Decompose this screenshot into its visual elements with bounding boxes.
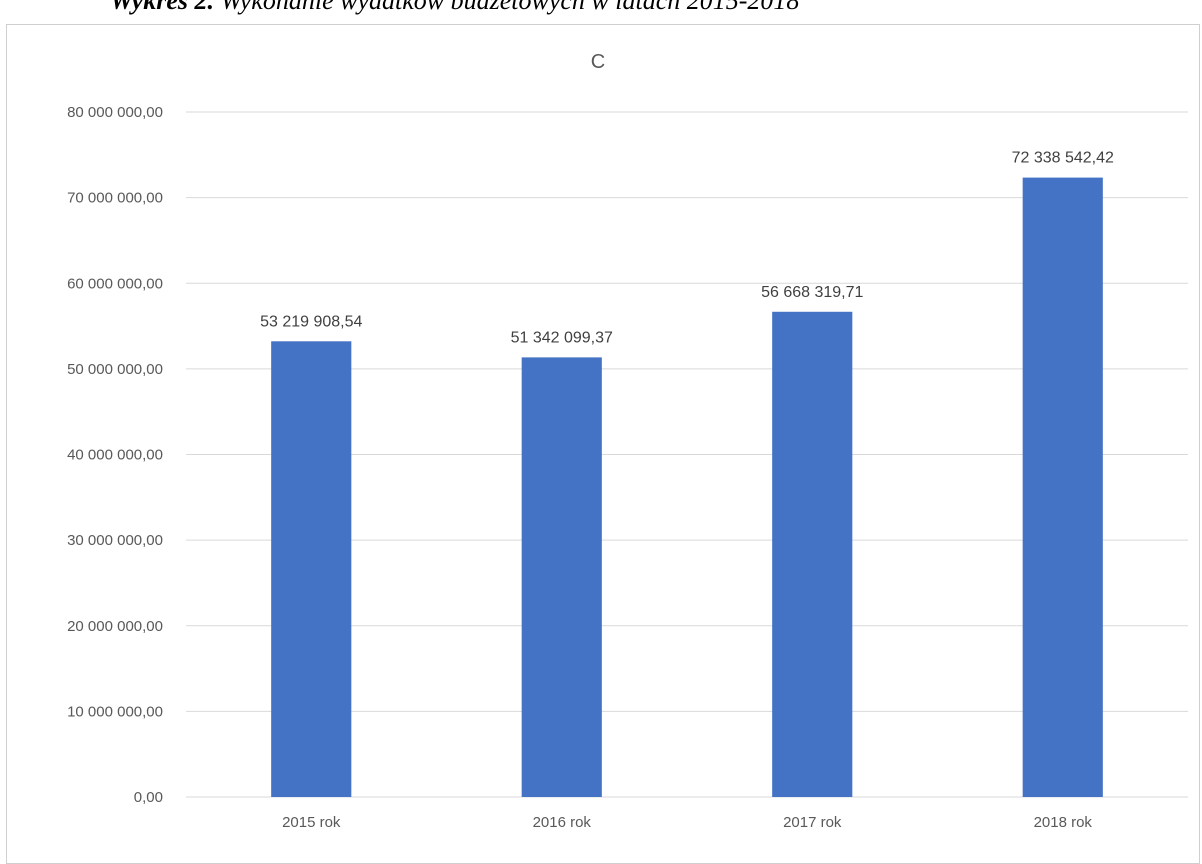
bar (271, 341, 352, 797)
y-tick-label: 30 000 000,00 (67, 532, 163, 549)
x-tick-label: 2017 rok (783, 814, 842, 831)
bars (271, 177, 1103, 798)
x-tick-label: 2018 rok (1034, 814, 1093, 831)
x-tick-label: 2016 rok (533, 814, 592, 831)
chart-frame (6, 24, 1200, 864)
x-tick-label: 2015 rok (282, 814, 341, 831)
y-tick-label: 40 000 000,00 (67, 447, 163, 464)
figure-caption-number: Wykres 2. (110, 0, 214, 15)
data-labels: 53 219 908,54 51 342 099,37 56 668 319,71 7… (260, 150, 1114, 347)
y-tick-label: 70 000 000,00 (67, 190, 163, 207)
bar (772, 311, 853, 797)
figure-caption: Wykres 2. Wykonanie wydatków budżetowych… (110, 0, 1110, 16)
y-tick-label: 10 000 000,00 (67, 703, 163, 720)
y-axis-tick-labels: 0,00 10 000 000,00 20 000 000,00 30 000 000… (67, 104, 163, 806)
x-axis-tick-labels: 2015 rok 2016 rok 2017 rok 2018 rok (282, 814, 1092, 831)
data-label: 53 219 908,54 (260, 313, 362, 330)
gridlines (186, 111, 1188, 798)
figure-caption-text: Wykonanie wydatków budżetowych w latach … (220, 0, 800, 15)
bar (521, 357, 602, 797)
bar (1022, 177, 1103, 798)
y-tick-label: 50 000 000,00 (67, 361, 163, 378)
chart-title: C (591, 51, 605, 73)
y-tick-label: 80 000 000,00 (67, 104, 163, 121)
data-label: 72 338 542,42 (1012, 150, 1114, 167)
data-label: 56 668 319,71 (761, 284, 863, 301)
data-label: 51 342 099,37 (511, 329, 613, 346)
y-tick-label: 20 000 000,00 (67, 618, 163, 635)
y-tick-label: 60 000 000,00 (67, 275, 163, 292)
y-tick-label: 0,00 (134, 789, 163, 806)
